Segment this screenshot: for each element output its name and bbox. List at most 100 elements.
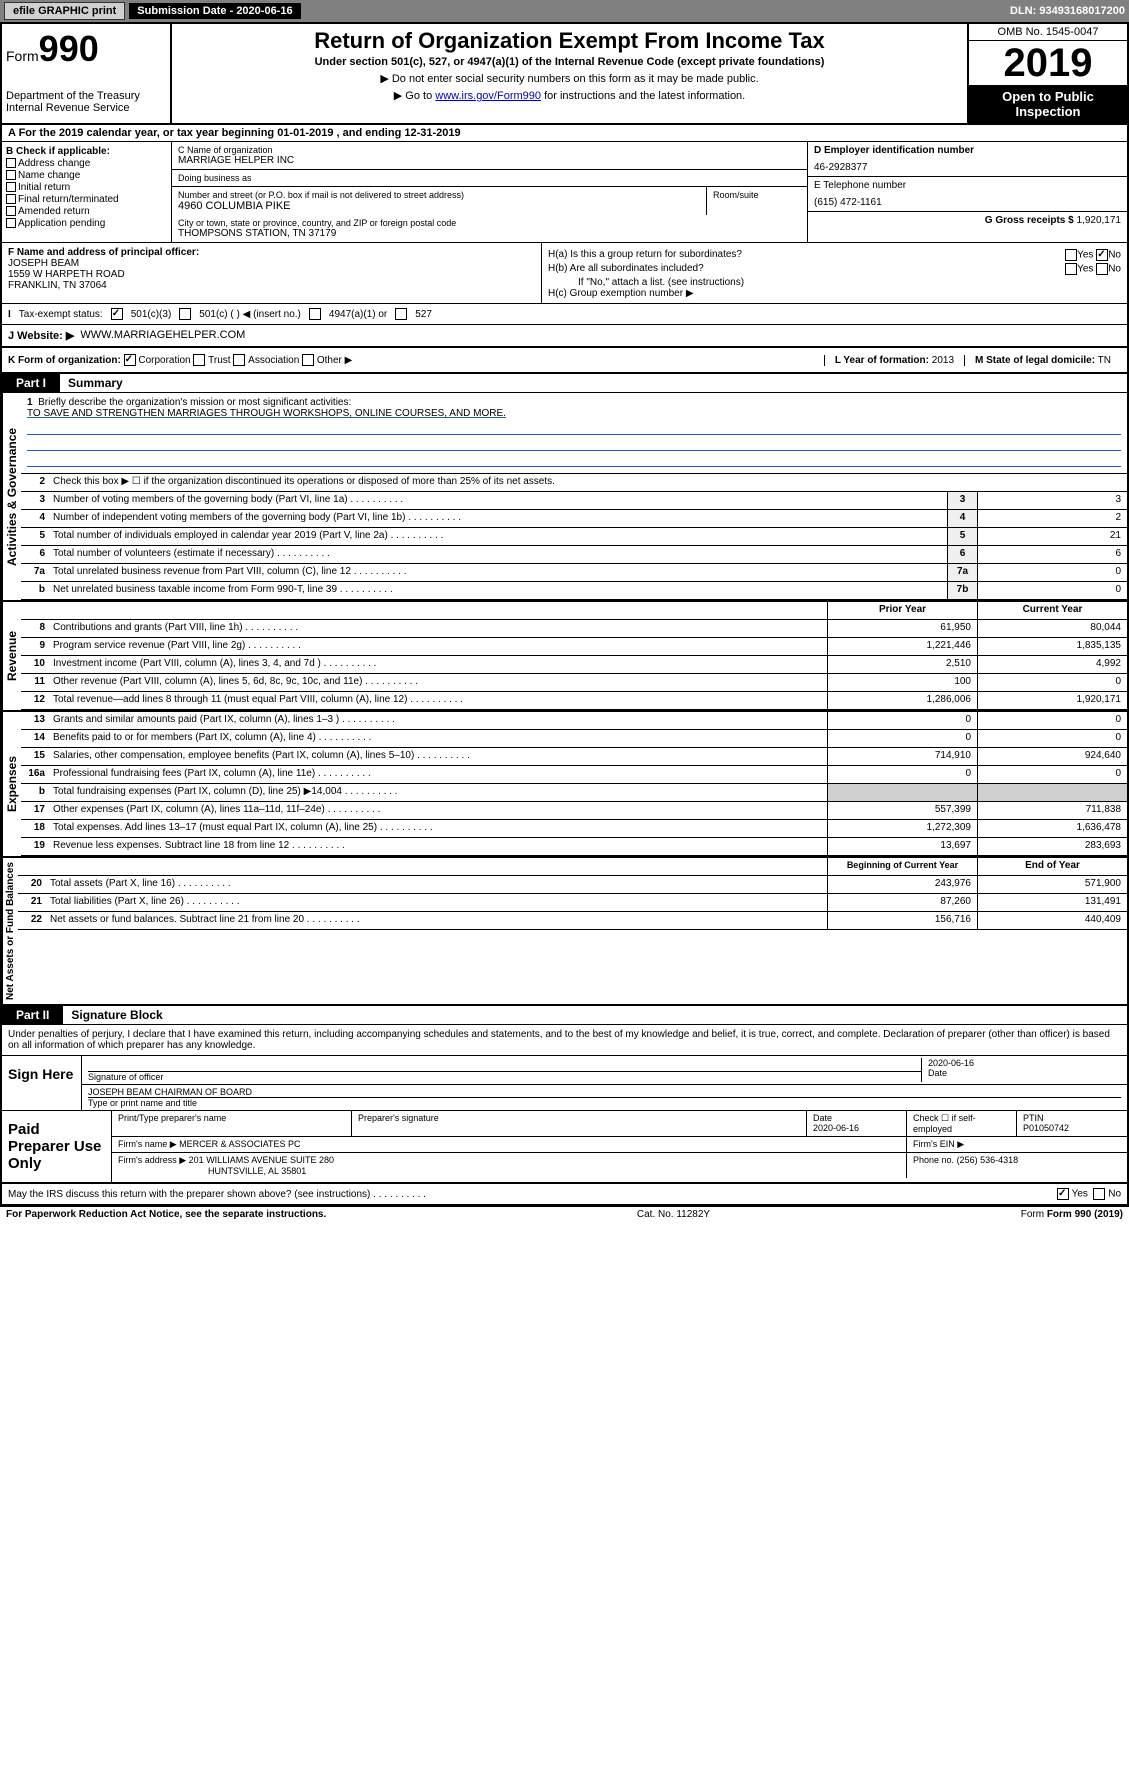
line-20: 20 Total assets (Part X, line 16) 243,97…: [18, 876, 1127, 894]
m-lbl: M State of legal domicile:: [975, 355, 1095, 366]
chk-other[interactable]: [302, 354, 314, 366]
website-lbl: J Website: ▶: [8, 329, 74, 342]
mission-block: 1 Briefly describe the organization's mi…: [21, 393, 1127, 474]
chk-final[interactable]: [6, 194, 16, 204]
officer-addr2: FRANKLIN, TN 37064: [8, 280, 535, 291]
gov-line-5: 5 Total number of individuals employed i…: [21, 528, 1127, 546]
lbl-address: Address change: [18, 158, 90, 169]
discuss-text: May the IRS discuss this return with the…: [8, 1189, 426, 1200]
line-2: 2 Check this box ▶ ☐ if the organization…: [21, 474, 1127, 492]
row-a-period: A For the 2019 calendar year, or tax yea…: [2, 125, 1127, 142]
firm-name: MERCER & ASSOCIATES PC: [179, 1139, 300, 1149]
part2-header: Part II Signature Block: [2, 1006, 1127, 1025]
chk-501c[interactable]: [179, 308, 191, 320]
city-lbl: City or town, state or province, country…: [178, 218, 801, 228]
discuss-no[interactable]: [1093, 1188, 1105, 1200]
sig-name: JOSEPH BEAM CHAIRMAN OF BOARD: [88, 1087, 1121, 1098]
lbl-final: Final return/terminated: [18, 194, 119, 205]
box-h: H(a) Is this a group return for subordin…: [542, 243, 1127, 303]
header-left: Form990 Department of the Treasury Inter…: [2, 24, 172, 123]
line-9: 9 Program service revenue (Part VIII, li…: [21, 638, 1127, 656]
room-lbl: Room/suite: [707, 187, 807, 215]
gov-line-3: 3 Number of voting members of the govern…: [21, 492, 1127, 510]
firm-name-lbl: Firm's name ▶: [118, 1139, 177, 1149]
hb-lbl: H(b) Are all subordinates included?: [548, 263, 704, 275]
gov-line-7a: 7a Total unrelated business revenue from…: [21, 564, 1127, 582]
line-11: 11 Other revenue (Part VIII, column (A),…: [21, 674, 1127, 692]
firm-addr2: HUNTSVILLE, AL 35801: [208, 1166, 306, 1176]
efile-print-btn[interactable]: efile GRAPHIC print: [4, 2, 125, 20]
firm-phone-lbl: Phone no.: [913, 1155, 954, 1165]
end-year-hdr: End of Year: [977, 858, 1127, 875]
lbl-other: Other ▶: [317, 355, 352, 366]
form-label: Form: [6, 48, 39, 64]
ptin-val: P01050742: [1023, 1123, 1069, 1133]
box-b: B Check if applicable: Address change Na…: [2, 142, 172, 242]
prior-year-hdr: Prior Year: [827, 602, 977, 619]
hb-note: If "No," attach a list. (see instruction…: [578, 277, 1121, 288]
prep-sig-hdr: Preparer's signature: [352, 1111, 807, 1136]
sign-here-lbl: Sign Here: [2, 1056, 82, 1110]
boxes-bcdeg: B Check if applicable: Address change Na…: [2, 142, 1127, 243]
begin-year-hdr: Beginning of Current Year: [827, 858, 977, 875]
chk-assoc[interactable]: [233, 354, 245, 366]
ein-lbl: D Employer identification number: [814, 145, 1121, 156]
chk-pending[interactable]: [6, 218, 16, 228]
prep-date-hdr: Date: [813, 1113, 832, 1123]
lbl-amended: Amended return: [18, 206, 90, 217]
declaration: Under penalties of perjury, I declare th…: [2, 1025, 1127, 1056]
vert-expenses: Expenses: [2, 712, 21, 856]
link-pre: ▶ Go to: [394, 90, 435, 102]
chk-initial[interactable]: [6, 182, 16, 192]
cat-no: Cat. No. 11282Y: [637, 1209, 710, 1220]
vert-netassets: Net Assets or Fund Balances: [2, 858, 18, 1004]
ha-yes[interactable]: [1065, 249, 1077, 261]
chk-address[interactable]: [6, 158, 16, 168]
chk-corp[interactable]: [124, 354, 136, 366]
sig-date: 2020-06-16: [928, 1058, 974, 1068]
form-title: Return of Organization Exempt From Incom…: [176, 28, 963, 54]
vert-revenue: Revenue: [2, 602, 21, 710]
lbl-pending: Application pending: [18, 218, 105, 229]
officer-addr1: 1559 W HARPETH ROAD: [8, 269, 535, 280]
hb-yes[interactable]: [1065, 263, 1077, 275]
paid-lbl: Paid Preparer Use Only: [2, 1111, 112, 1182]
submission-date: Submission Date - 2020-06-16: [129, 3, 300, 19]
ptin-hdr: PTIN: [1023, 1113, 1044, 1123]
prep-date-val: 2020-06-16: [813, 1123, 859, 1133]
box-j-website: J Website: ▶ WWW.MARRIAGEHELPER.COM: [2, 325, 1127, 348]
chk-name[interactable]: [6, 170, 16, 180]
box-c: C Name of organization MARRIAGE HELPER I…: [172, 142, 807, 242]
ha-no[interactable]: [1096, 249, 1108, 261]
line-18: 18 Total expenses. Add lines 13–17 (must…: [21, 820, 1127, 838]
line-17: 17 Other expenses (Part IX, column (A), …: [21, 802, 1127, 820]
chk-amended[interactable]: [6, 206, 16, 216]
link-post: for instructions and the latest informat…: [541, 90, 745, 102]
section-expenses: Expenses 13 Grants and similar amounts p…: [2, 712, 1127, 858]
form-header: Form990 Department of the Treasury Inter…: [2, 24, 1127, 125]
form-number: 990: [39, 28, 99, 69]
form-subtitle: Under section 501(c), 527, or 4947(a)(1)…: [176, 56, 963, 68]
line-19: 19 Revenue less expenses. Subtract line …: [21, 838, 1127, 856]
header-mid: Return of Organization Exempt From Incom…: [172, 24, 967, 123]
hb-no[interactable]: [1096, 263, 1108, 275]
lbl-4947: 4947(a)(1) or: [329, 309, 387, 320]
org-name-lbl: C Name of organization: [178, 145, 801, 155]
irs-link[interactable]: www.irs.gov/Form990: [435, 90, 541, 102]
chk-trust[interactable]: [193, 354, 205, 366]
footer: For Paperwork Reduction Act Notice, see …: [0, 1206, 1129, 1222]
chk-501c3[interactable]: [111, 308, 123, 320]
lbl-527: 527: [415, 309, 432, 320]
lbl-initial: Initial return: [18, 182, 70, 193]
chk-4947[interactable]: [309, 308, 321, 320]
section-netassets: Net Assets or Fund Balances Beginning of…: [2, 858, 1127, 1006]
sig-name-lbl: Type or print name and title: [88, 1098, 197, 1108]
phone-lbl: E Telephone number: [814, 180, 1121, 191]
header-right: OMB No. 1545-0047 2019 Open to Public In…: [967, 24, 1127, 123]
part1-header: Part I Summary: [2, 374, 1127, 393]
discuss-row: May the IRS discuss this return with the…: [2, 1184, 1127, 1204]
discuss-yes[interactable]: [1057, 1188, 1069, 1200]
chk-527[interactable]: [395, 308, 407, 320]
open-public: Open to Public Inspection: [969, 85, 1127, 123]
tax-year: 2019: [969, 41, 1127, 85]
